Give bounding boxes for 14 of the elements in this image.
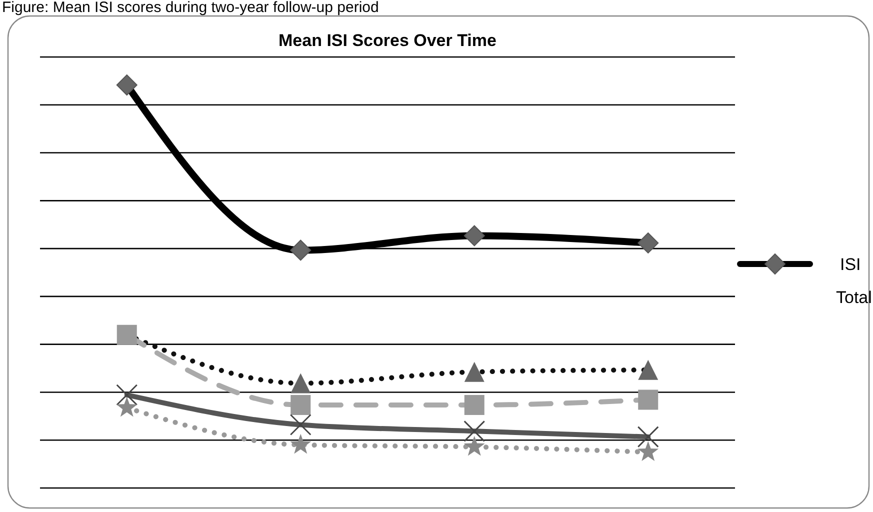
point bbox=[116, 396, 138, 417]
point bbox=[464, 420, 486, 442]
point bbox=[638, 441, 659, 462]
point bbox=[290, 394, 311, 415]
point bbox=[638, 390, 658, 410]
point bbox=[116, 384, 138, 406]
point bbox=[464, 436, 485, 456]
legend-label: ISI Total bbox=[836, 255, 872, 307]
text: Figure: Mean ISI scores during two-year follow-up period bbox=[2, 0, 379, 16]
point bbox=[637, 426, 659, 448]
point bbox=[290, 414, 312, 436]
point bbox=[290, 434, 312, 454]
point bbox=[464, 394, 484, 415]
chart-title: Mean ISI Scores Over Time bbox=[278, 31, 496, 50]
